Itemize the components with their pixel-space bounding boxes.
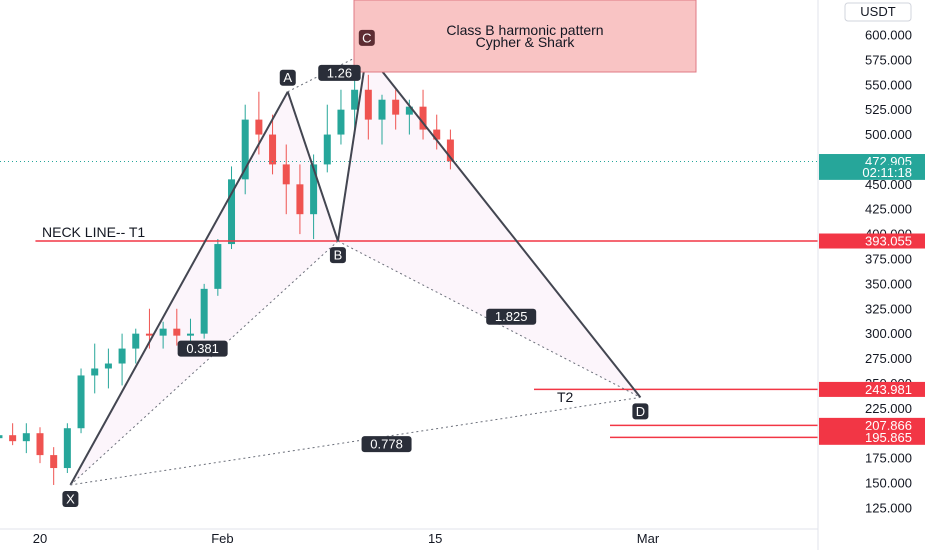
pattern-points: X A B C D	[62, 29, 649, 507]
ratio-label-bg	[361, 436, 412, 453]
candle	[77, 368, 85, 434]
pattern-title-box	[353, 0, 697, 73]
candle	[118, 333, 126, 386]
point-label-bg	[279, 69, 296, 86]
pattern-title-line-2: Cypher & Shark	[476, 34, 576, 50]
price-tick: 300.000	[865, 326, 912, 341]
time-tick: 15	[428, 531, 442, 546]
leg-cd[interactable]	[366, 51, 642, 398]
price-tick: 550.000	[865, 77, 912, 92]
ratio-label: 0.381	[186, 341, 219, 356]
price-tick: 575.000	[865, 52, 912, 67]
candle	[323, 104, 331, 173]
candle	[132, 328, 140, 364]
candle	[50, 447, 58, 485]
price-tick: 525.000	[865, 102, 912, 117]
price-tick: 225.000	[865, 401, 912, 416]
point-label-bg	[329, 247, 346, 264]
price-tick: 325.000	[865, 301, 912, 316]
price-tick: 350.000	[865, 276, 912, 291]
candle	[364, 74, 372, 140]
neck-line-label: NECK LINE-- T1	[42, 224, 145, 240]
ratio-label-bg	[486, 308, 537, 325]
time-tick: 20	[33, 531, 47, 546]
diag-xd	[70, 396, 641, 486]
candle	[91, 343, 99, 394]
candle	[241, 104, 249, 195]
time-axis: 20 Feb 15 Mar	[0, 528, 818, 546]
point-label: D	[636, 404, 645, 419]
leg-bc[interactable]	[336, 51, 368, 242]
price-label-bg	[819, 233, 925, 249]
point-label-bg	[358, 29, 375, 46]
point-label-bg	[632, 403, 649, 420]
leg-xa[interactable]	[69, 91, 289, 486]
price-label: 243.981	[865, 382, 912, 397]
candle	[159, 321, 167, 349]
ratio-label: 1.26	[327, 65, 352, 80]
price-tick: 175.000	[865, 451, 912, 466]
price-tick: 150.000	[865, 475, 912, 490]
candle	[446, 129, 454, 170]
candle	[392, 89, 400, 130]
candle	[9, 423, 17, 446]
candle	[200, 283, 208, 339]
price-tick: 375.000	[865, 251, 912, 266]
price-tick: 500.000	[865, 127, 912, 142]
price-axis: USDT 600.000 575.000 550.000 525.000 500.000…	[817, 0, 912, 550]
ratio-label-bg	[177, 340, 228, 357]
price-label: 393.055	[865, 234, 912, 249]
price-label: 02:11:18	[862, 165, 912, 180]
price-label-bg	[819, 417, 925, 433]
annotations: Class B harmonic pattern Cypher & Shark …	[42, 0, 697, 453]
candle	[36, 427, 44, 464]
price-tick: 275.000	[865, 351, 912, 366]
diag-xb	[70, 240, 339, 486]
candle	[419, 89, 427, 140]
price-label: 207.866	[865, 418, 912, 433]
candle	[282, 144, 290, 215]
candles	[0, 51, 454, 485]
currency-button-label: USDT	[860, 4, 895, 19]
price-tick: 600.000	[865, 28, 912, 43]
price-label-bg	[819, 429, 925, 445]
point-label: X	[66, 491, 75, 506]
candle	[104, 348, 112, 389]
candle	[22, 423, 30, 454]
candle	[433, 114, 441, 150]
time-tick: Feb	[211, 531, 233, 546]
price-tick: 450.000	[865, 177, 912, 192]
price-label-bg	[819, 381, 925, 397]
leg-ab[interactable]	[286, 91, 339, 242]
price-tick: 125.000	[865, 500, 912, 515]
candle	[296, 164, 304, 235]
point-label: B	[334, 248, 343, 263]
price-labels: 472.90502:11:18393.055243.981207.866195.…	[819, 154, 925, 445]
candle	[214, 239, 222, 296]
ratio-label-bg	[318, 64, 361, 81]
triangle-bcd	[337, 51, 641, 398]
time-tick: Mar	[637, 531, 660, 546]
candle	[63, 423, 71, 474]
currency-button[interactable]	[844, 2, 912, 22]
target-2-label: T2	[557, 389, 574, 405]
point-label-bg	[62, 490, 79, 507]
price-tick: 425.000	[865, 202, 912, 217]
candle	[0, 435, 3, 439]
point-label: C	[362, 30, 371, 45]
price-label-bg	[819, 164, 925, 180]
candle	[173, 308, 181, 346]
candle	[337, 89, 345, 145]
candle	[378, 94, 386, 145]
ratio-label: 0.778	[370, 437, 403, 452]
price-label: 195.865	[865, 430, 912, 445]
candle	[269, 114, 277, 175]
candle	[228, 166, 236, 250]
ratio-label: 1.825	[495, 309, 528, 324]
pattern-fill	[70, 51, 641, 485]
pattern-lines	[0, 51, 818, 486]
point-label: A	[283, 70, 292, 85]
pattern-title-line-1: Class B harmonic pattern	[446, 22, 603, 38]
